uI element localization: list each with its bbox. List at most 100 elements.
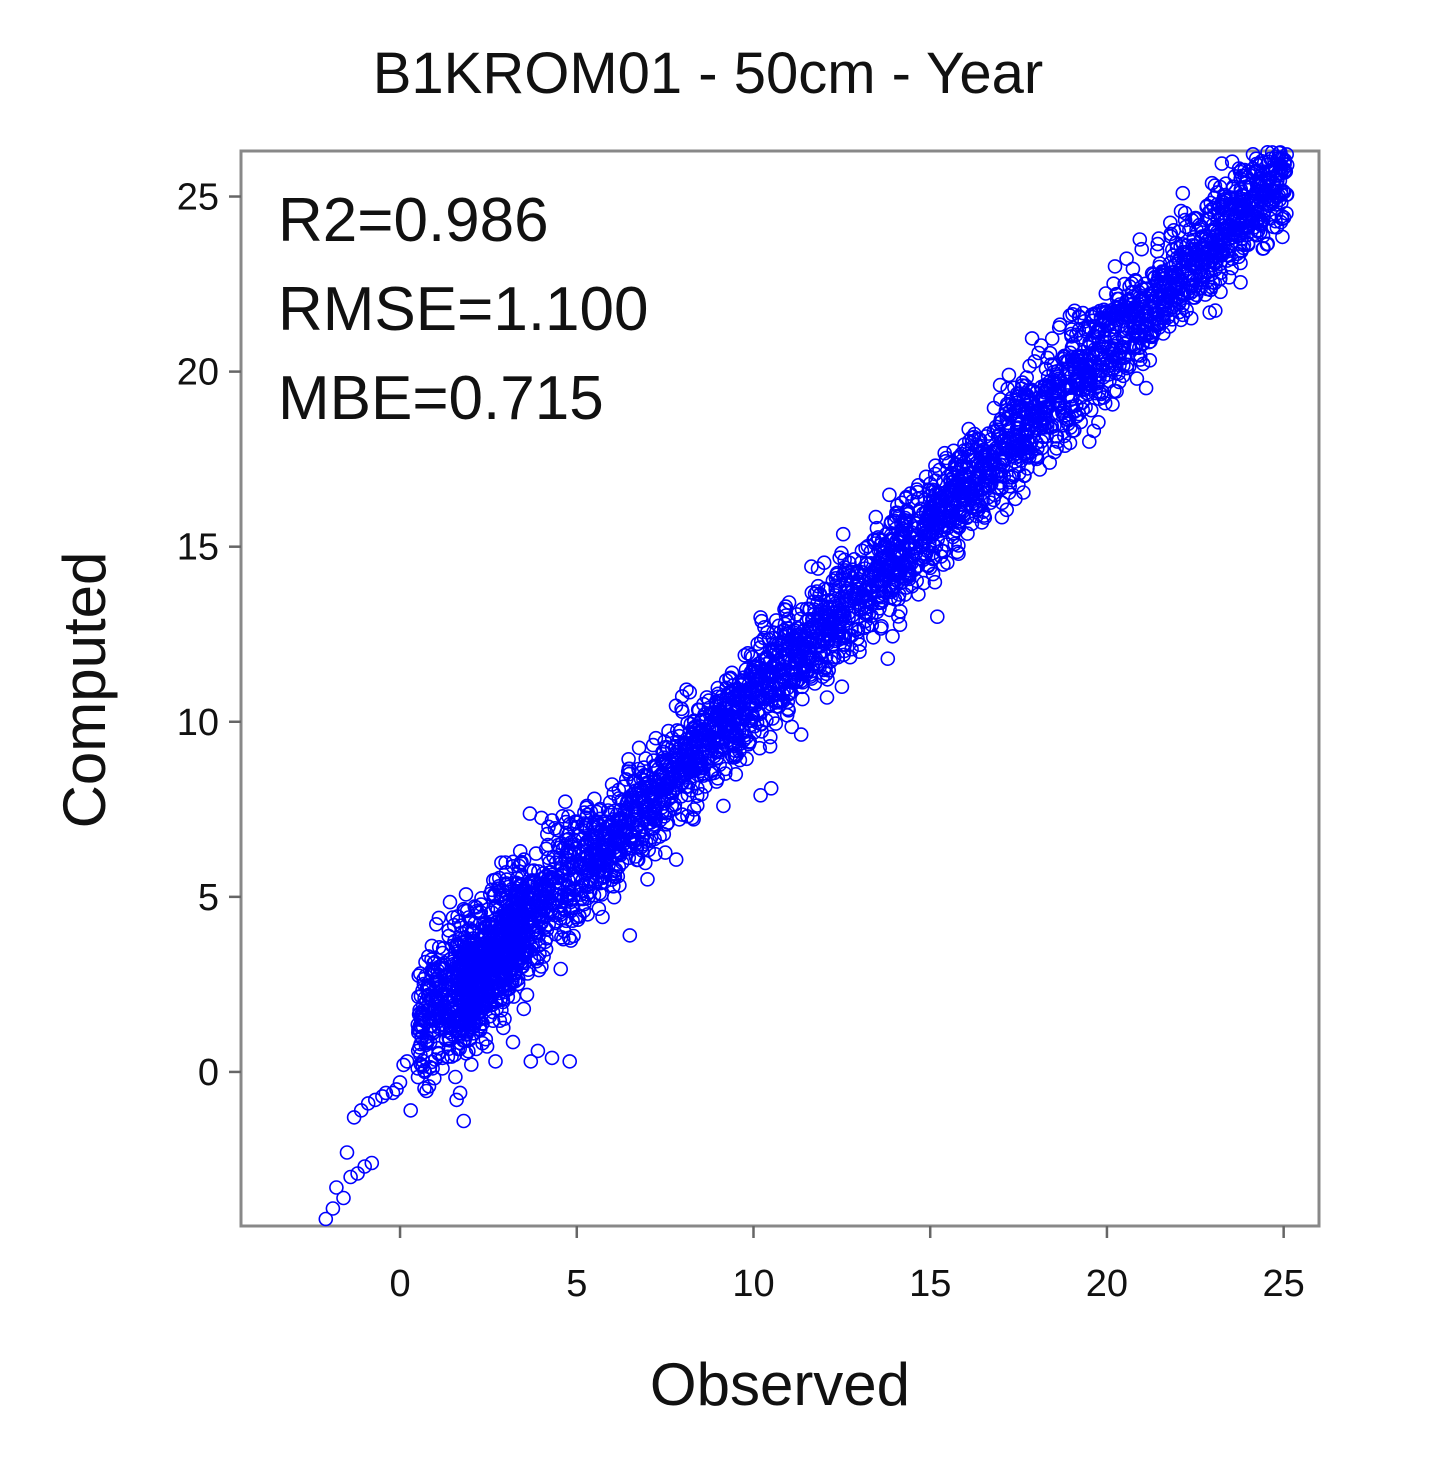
data-point: [799, 658, 814, 674]
data-point: [686, 811, 701, 827]
data-point: [1144, 266, 1160, 281]
data-point: [1279, 157, 1295, 173]
data-point: [1235, 240, 1251, 256]
data-point: [463, 914, 479, 929]
data-point: [728, 704, 744, 720]
data-point: [1107, 329, 1122, 345]
data-point: [797, 642, 813, 657]
data-point: [475, 1035, 490, 1051]
data-point: [728, 766, 744, 782]
data-point: [589, 865, 605, 881]
data-point: [763, 780, 779, 796]
data-point: [990, 422, 1006, 438]
data-point: [844, 628, 860, 644]
data-point: [768, 716, 784, 731]
data-point: [553, 961, 569, 977]
data-point: [1082, 434, 1097, 449]
data-point: [689, 788, 705, 804]
data-point: [864, 617, 880, 633]
x-tick-label: 15: [909, 1263, 951, 1305]
data-point: [636, 760, 652, 775]
data-point: [1228, 208, 1243, 223]
data-point: [958, 469, 973, 485]
data-point: [467, 933, 482, 949]
data-point: [474, 890, 489, 906]
data-point: [1134, 241, 1149, 257]
data-point: [890, 609, 906, 624]
data-point: [641, 790, 657, 805]
data-point: [875, 586, 891, 602]
data-point: [975, 504, 991, 520]
data-point: [841, 605, 857, 621]
data-point: [716, 798, 731, 814]
y-tick-label: 15: [177, 527, 219, 569]
data-point: [1027, 354, 1042, 369]
data-point: [830, 649, 846, 665]
data-point: [595, 909, 610, 925]
data-point: [1199, 199, 1214, 215]
data-point: [919, 543, 935, 559]
data-point: [740, 645, 756, 661]
data-point: [1192, 217, 1207, 233]
data-point: [336, 1190, 351, 1206]
x-axis-ticks: 0 5 10 15 20 25: [389, 1226, 1305, 1305]
data-point: [518, 944, 534, 960]
data-point: [392, 1075, 408, 1090]
data-point: [1014, 440, 1029, 456]
data-point: [682, 684, 698, 700]
data-point: [431, 939, 447, 955]
data-point: [505, 943, 520, 958]
data-point: [762, 738, 778, 754]
data-point: [1142, 352, 1158, 368]
data-point: [528, 846, 544, 861]
data-point: [1057, 438, 1073, 454]
data-point: [555, 808, 570, 824]
data-point: [621, 792, 637, 807]
data-point: [459, 1024, 474, 1039]
data-point: [1274, 208, 1290, 224]
data-point: [1223, 231, 1238, 246]
data-point: [1233, 243, 1249, 259]
data-point: [810, 561, 826, 576]
data-point: [867, 536, 883, 551]
data-point: [929, 609, 945, 625]
data-point: [983, 495, 998, 511]
data-point: [1247, 226, 1262, 242]
data-point: [1216, 213, 1232, 229]
data-point: [449, 939, 465, 955]
data-point: [544, 1050, 560, 1066]
data-point: [1213, 238, 1229, 254]
data-point: [1147, 269, 1163, 285]
data-point: [556, 910, 572, 926]
data-point: [528, 881, 544, 897]
data-point: [581, 858, 596, 873]
y-tick-label: 20: [177, 352, 219, 394]
data-point: [891, 587, 907, 602]
data-point: [827, 605, 843, 621]
data-point: [452, 931, 467, 947]
data-point: [892, 548, 908, 564]
data-point: [585, 835, 600, 850]
data-point: [801, 633, 817, 649]
data-point: [1091, 322, 1107, 338]
data-point: [954, 446, 969, 462]
data-point: [357, 1159, 373, 1174]
data-point: [1171, 304, 1187, 320]
data-point: [936, 557, 951, 572]
data-point: [660, 791, 676, 807]
data-point: [444, 1049, 459, 1064]
data-point: [1099, 318, 1115, 334]
data-point: [892, 617, 908, 633]
data-point: [683, 754, 699, 770]
data-point: [498, 855, 513, 870]
data-point: [831, 623, 847, 639]
mbe-annotation: MBE=0.715: [278, 364, 604, 433]
data-point: [524, 890, 540, 906]
data-point: [1048, 393, 1064, 409]
data-point: [812, 587, 827, 603]
data-point: [1185, 290, 1201, 305]
data-point: [1248, 215, 1264, 230]
data-point: [1131, 296, 1147, 312]
data-point: [868, 509, 884, 525]
data-point: [754, 724, 769, 739]
